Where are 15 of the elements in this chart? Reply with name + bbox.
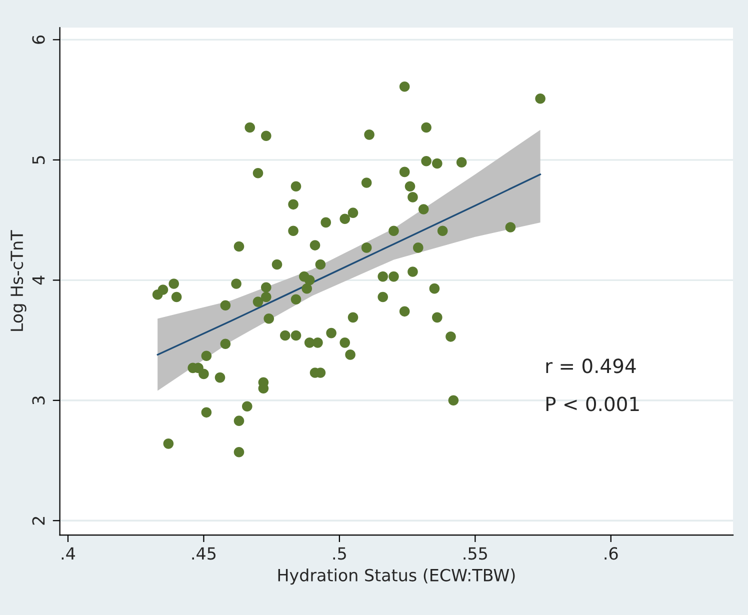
- x-tick-label: .6: [604, 547, 618, 560]
- y-tick-label: 6: [32, 35, 45, 44]
- x-tick-label: .4: [62, 547, 75, 560]
- x-tick-label: .45: [192, 547, 216, 560]
- y-tick-label: 2: [32, 516, 45, 525]
- y-tick-label: 3: [32, 396, 45, 404]
- annotation: P < 0.001: [546, 396, 639, 412]
- x-tick-label: .55: [464, 547, 487, 560]
- x-axis-title: Hydration Status (ECW:TBW): [278, 568, 515, 585]
- y-tick-label: 5: [32, 156, 45, 164]
- annotation: r = 0.494: [546, 358, 636, 374]
- y-axis-title: Log Hs-cTnT: [10, 230, 26, 331]
- x-tick-label: .5: [333, 547, 346, 560]
- y-tick-label: 4: [32, 276, 45, 285]
- line-series: [156, 174, 542, 356]
